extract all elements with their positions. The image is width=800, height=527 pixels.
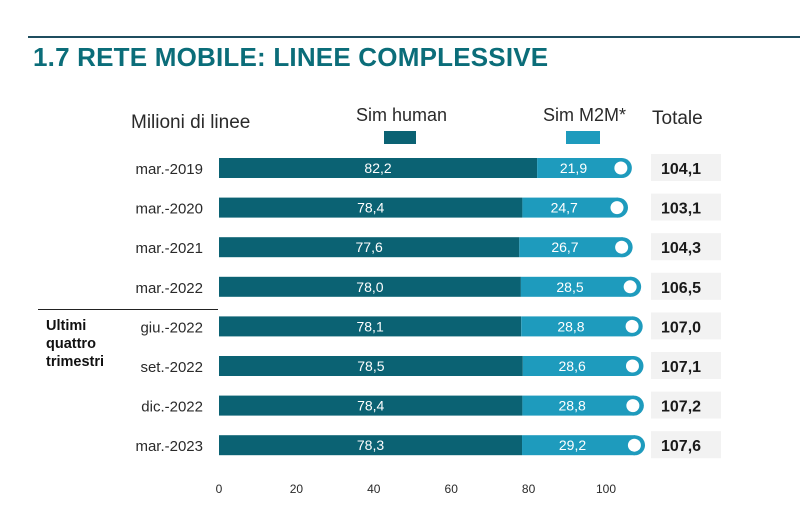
total-marker [625,359,639,373]
x-tick-label: 80 [522,482,536,496]
bar-sim-m2m [537,158,622,178]
bar-sim-m2m [522,435,636,456]
bar-label-sim-human: 78,4 [357,200,384,216]
bar-sim-human [219,395,523,416]
bar-label-sim-m2m: 21,9 [560,160,587,176]
total-box [651,312,721,340]
bar-sim-human [219,158,538,178]
total-box [651,233,721,261]
category-label: giu.-2022 [140,319,203,336]
category-label: set.-2022 [140,359,203,376]
page-title: 1.7 RETE MOBILE: LINEE COMPLESSIVE [33,42,549,72]
total-marker [614,161,628,175]
x-tick-label: 100 [596,482,616,496]
total-box [651,431,721,459]
group-label-last-quarters: Ultimi quattro trimestri [46,318,105,370]
bar-label-sim-m2m: 28,5 [556,279,583,295]
bar-label-sim-m2m: 28,8 [557,318,584,334]
bar-label-sim-m2m: 29,2 [559,437,586,453]
category-label: mar.-2019 [135,161,203,178]
category-label: mar.-2022 [135,280,203,297]
units-label: Milioni di linee [131,112,251,133]
total-box [651,272,721,300]
total-box [651,193,721,221]
legend-swatch-sim-human [384,131,416,144]
total-box [651,391,721,419]
category-label: mar.-2021 [135,240,203,257]
top-divider [28,36,800,38]
total-marker [615,240,629,254]
totals-header: Totale [652,108,703,129]
total-value: 104,1 [661,161,701,178]
bar-label-sim-human: 77,6 [356,239,383,255]
bar-label-sim-m2m: 26,7 [551,239,578,255]
total-marker [610,201,624,215]
total-value: 106,5 [661,280,701,297]
bar-sim-m2m [520,276,632,297]
x-tick-label: 40 [367,482,381,496]
x-tick-label: 60 [445,482,459,496]
bar-sim-m2m [522,356,634,376]
bar-sim-m2m [521,316,633,337]
bar-sim-m2m [522,395,634,416]
bar-sim-human [219,197,523,218]
total-value: 107,6 [661,438,701,455]
bar-sim-human [219,316,522,337]
total-marker [627,438,641,452]
x-tick-label: 0 [216,482,223,496]
bar-sim-human [219,237,520,258]
bar-sim-human [219,276,521,297]
legend-label-sim-m2m: Sim M2M* [543,105,627,125]
bar-label-sim-human: 82,2 [364,160,391,176]
total-marker [625,319,639,333]
total-value: 107,0 [661,319,701,336]
total-value: 107,1 [661,359,701,376]
category-label: dic.-2022 [141,399,203,416]
total-value: 107,2 [661,399,701,416]
total-value: 104,3 [661,240,701,257]
category-label: mar.-2020 [135,201,203,218]
bar-label-sim-m2m: 28,6 [559,358,586,374]
bar-sim-m2m [519,237,623,258]
bar-label-sim-human: 78,5 [357,358,384,374]
x-tick-label: 20 [290,482,304,496]
bar-sim-m2m [522,197,619,218]
bar-sim-human [219,356,523,376]
total-marker [623,280,637,294]
bar-label-sim-m2m: 28,8 [559,398,586,414]
bar-sim-human [219,435,522,456]
group-divider [38,309,218,310]
bar-label-sim-human: 78,4 [357,398,384,414]
legend-swatch-sim-m2m [566,131,600,144]
bar-label-sim-human: 78,0 [356,279,383,295]
bar-label-sim-human: 78,1 [356,318,383,334]
category-label: mar.-2023 [135,438,203,455]
total-marker [626,399,640,413]
legend-label-sim-human: Sim human [356,105,448,125]
total-value: 103,1 [661,201,701,218]
bar-label-sim-m2m: 24,7 [551,200,578,216]
total-box [651,154,721,181]
bar-label-sim-human: 78,3 [357,437,384,453]
total-box [651,352,721,379]
